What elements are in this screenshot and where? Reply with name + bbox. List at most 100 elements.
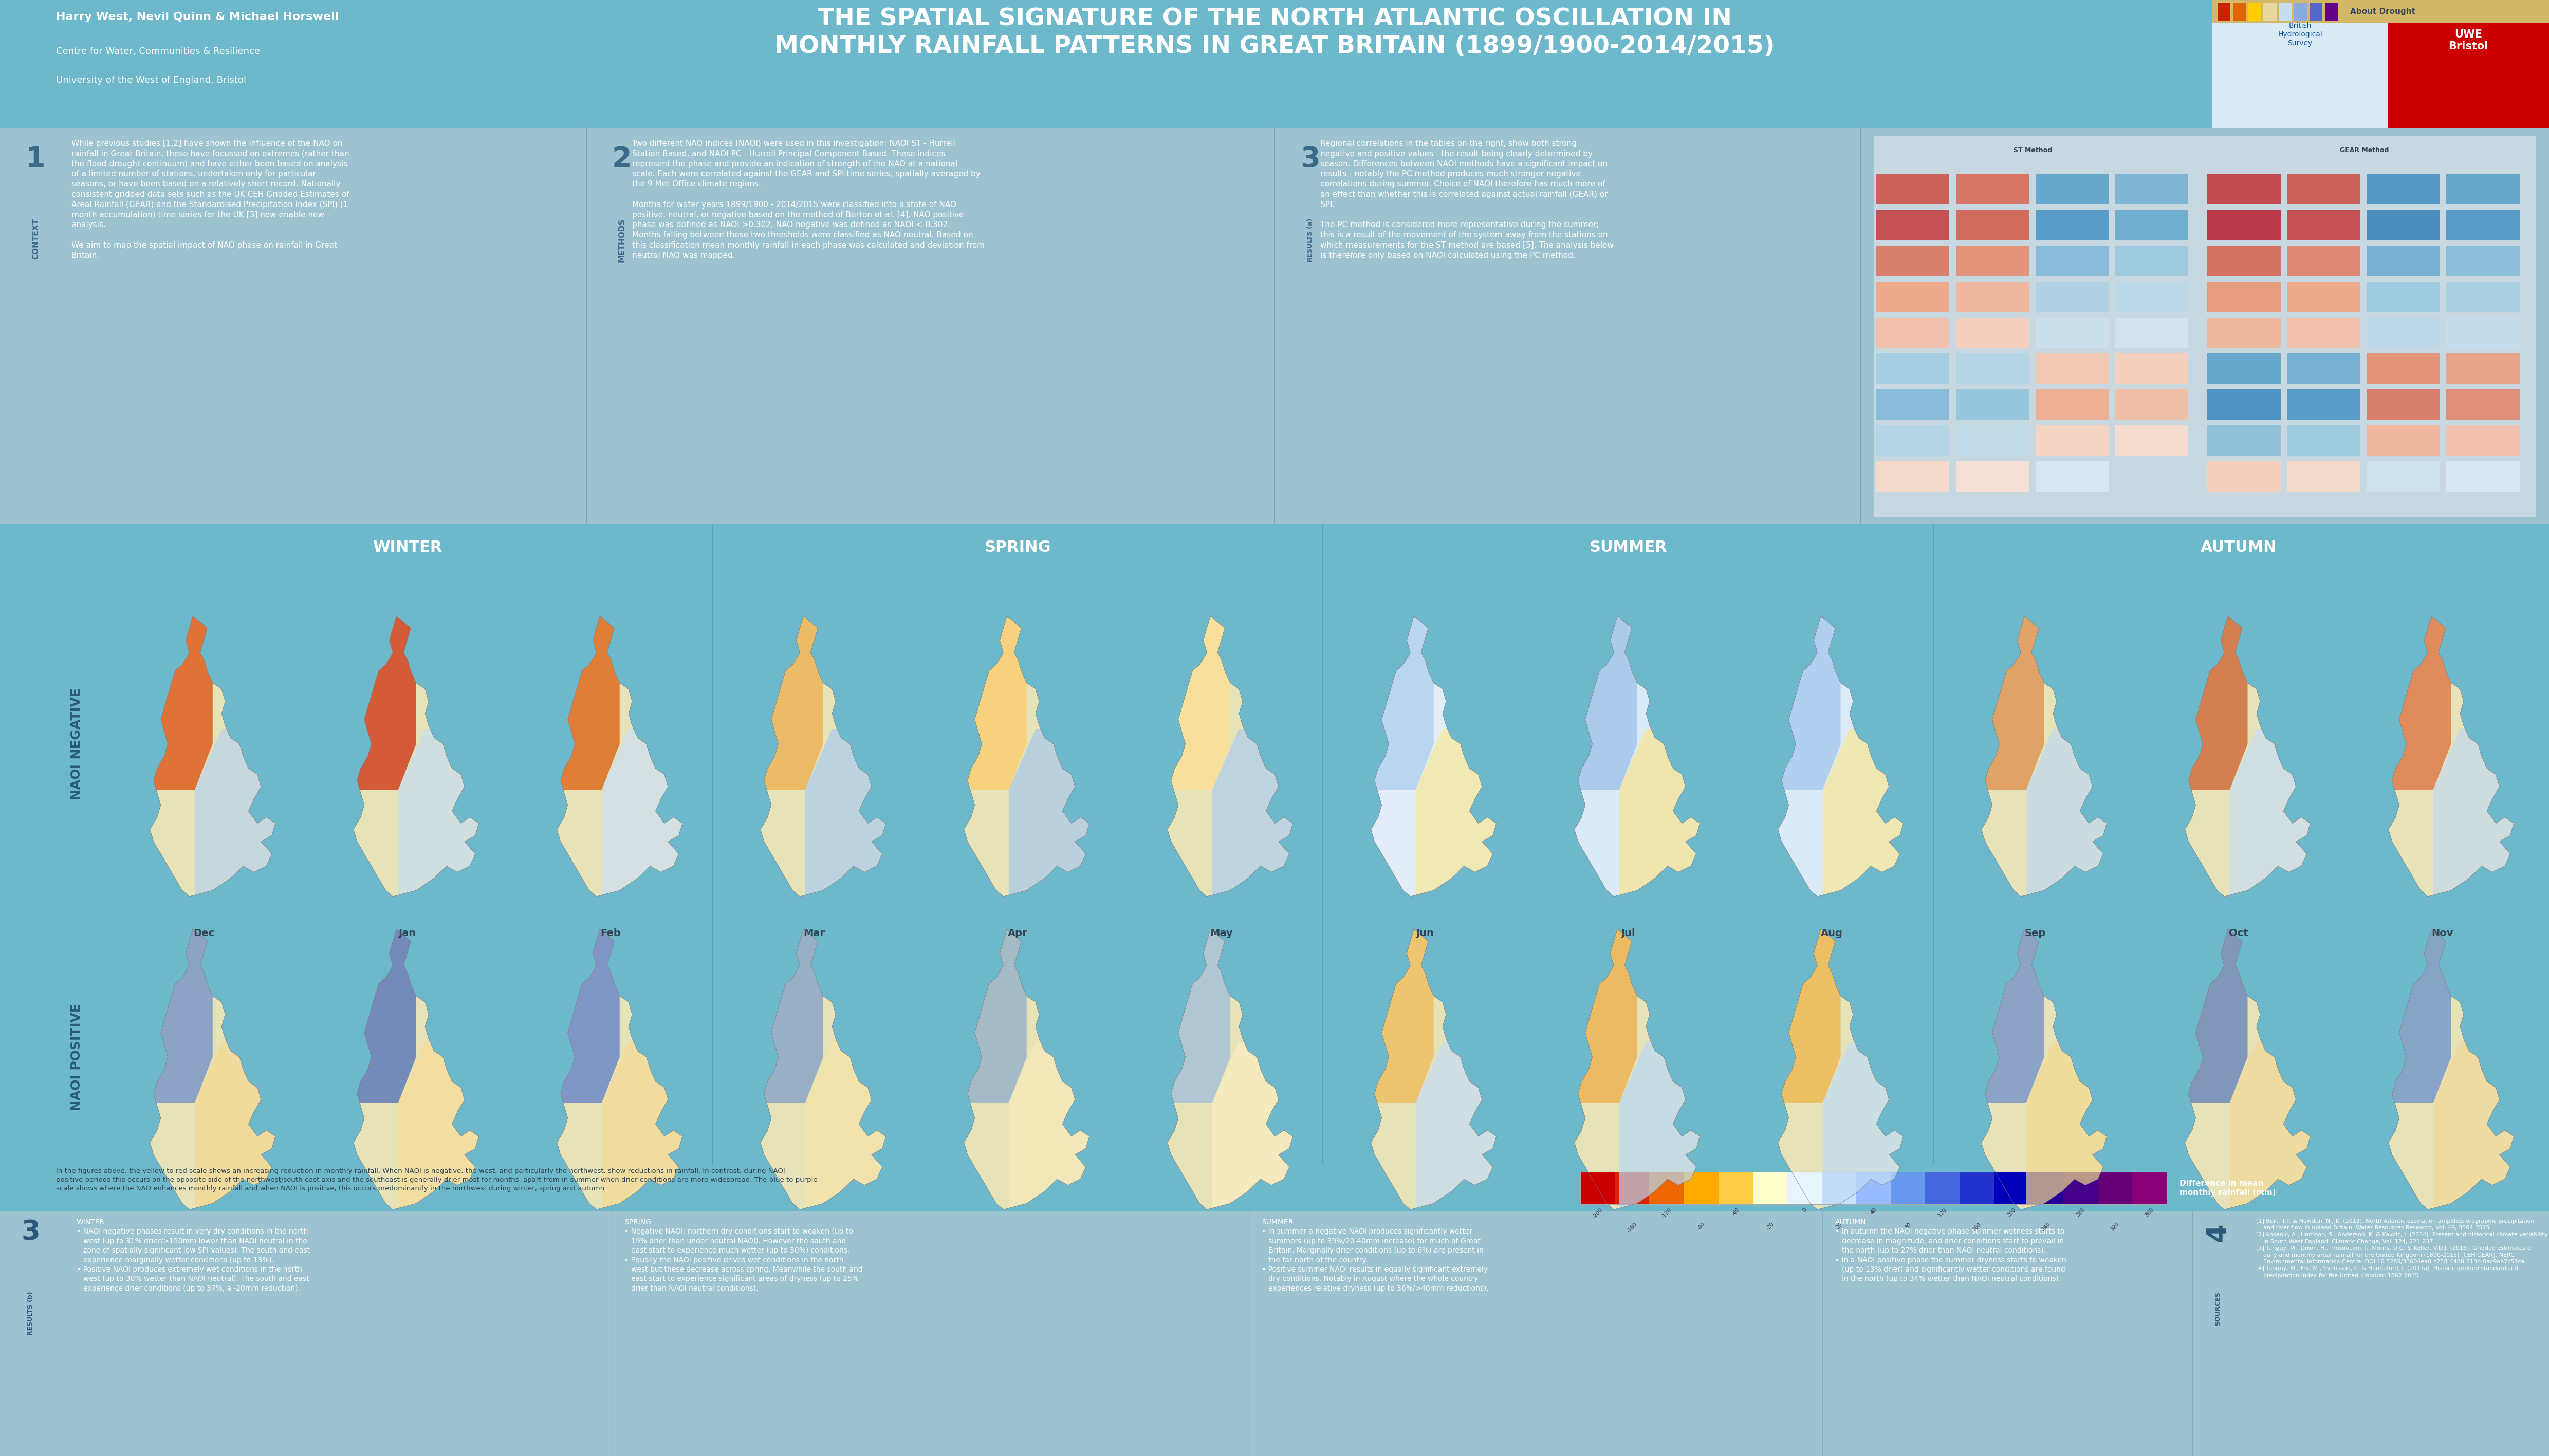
Bar <box>2098 1172 2131 1204</box>
Bar <box>2131 1172 2167 1204</box>
Bar <box>1891 1172 1924 1204</box>
Text: SUMMER
• In summer a negative NAOI produces significantly wetter
   summers (up : SUMMER • In summer a negative NAOI produ… <box>1262 1219 1489 1291</box>
Text: WINTER
• NAOI negative phases result in very dry conditions in the north
   west: WINTER • NAOI negative phases result in … <box>76 1219 311 1291</box>
Bar <box>2207 389 2281 419</box>
Polygon shape <box>115 904 212 1102</box>
Bar <box>2264 3 2276 20</box>
Polygon shape <box>1167 616 1292 897</box>
Bar <box>2365 389 2439 419</box>
Bar <box>2365 246 2439 277</box>
Bar <box>1823 1172 1856 1204</box>
Bar <box>2286 317 2360 348</box>
Polygon shape <box>724 904 823 1102</box>
Text: GEAR Method: GEAR Method <box>2340 147 2388 154</box>
Text: -20: -20 <box>1764 1222 1774 1232</box>
Bar <box>1876 462 1950 492</box>
Polygon shape <box>2388 929 2513 1210</box>
Polygon shape <box>724 591 823 789</box>
Bar <box>2034 173 2108 204</box>
Polygon shape <box>354 929 479 1210</box>
Text: Apr: Apr <box>1007 929 1027 938</box>
Polygon shape <box>194 729 293 897</box>
Bar <box>1876 317 1950 348</box>
Bar <box>1955 210 2029 240</box>
Polygon shape <box>928 904 1027 1102</box>
Bar <box>2286 462 2360 492</box>
Text: 0: 0 <box>1802 1207 1807 1213</box>
Text: -120: -120 <box>1659 1207 1672 1219</box>
Bar <box>1876 246 1950 277</box>
Text: 280: 280 <box>2075 1207 2085 1217</box>
Polygon shape <box>2353 591 2452 789</box>
Bar <box>1580 1172 1616 1204</box>
Polygon shape <box>1213 729 1310 897</box>
Text: -40: -40 <box>1731 1207 1741 1217</box>
Text: Jan: Jan <box>398 929 415 938</box>
Polygon shape <box>194 1042 293 1210</box>
Polygon shape <box>1336 904 1433 1102</box>
Bar <box>2213 23 2388 128</box>
Text: SPRING: SPRING <box>984 540 1050 555</box>
Bar <box>2447 246 2518 277</box>
Bar <box>1876 389 1950 419</box>
Bar <box>1876 354 1950 384</box>
Polygon shape <box>520 904 619 1102</box>
Bar <box>2207 354 2281 384</box>
Bar <box>2207 173 2281 204</box>
Text: While previous studies [1,2] have shown the influence of the NAO on
rainfall in : While previous studies [1,2] have shown … <box>71 140 349 259</box>
Bar <box>2286 173 2360 204</box>
Text: Aug: Aug <box>1820 929 1843 938</box>
Bar <box>2365 281 2439 312</box>
Bar <box>2286 389 2360 419</box>
Bar <box>1924 1172 1960 1204</box>
Bar <box>1580 1172 2167 1204</box>
Bar <box>1856 1172 1891 1204</box>
Polygon shape <box>1981 616 2108 897</box>
Bar <box>2116 210 2187 240</box>
Text: SUMMER: SUMMER <box>1588 540 1667 555</box>
Bar <box>2207 246 2281 277</box>
Polygon shape <box>150 616 275 897</box>
Bar <box>2116 281 2187 312</box>
Text: NAOI POSITIVE: NAOI POSITIVE <box>71 1003 82 1111</box>
Text: 360: 360 <box>2144 1207 2154 1217</box>
Text: [1] Burt, T.P. & Howden, N.J.K. (2013). North Atlantic oscillation amplifies oro: [1] Burt, T.P. & Howden, N.J.K. (2013). … <box>2256 1219 2546 1278</box>
Text: 2: 2 <box>612 146 632 173</box>
Polygon shape <box>558 616 683 897</box>
Bar <box>1955 389 2029 419</box>
Bar <box>1876 210 1950 240</box>
Bar <box>2286 425 2360 456</box>
Text: In the figures above, the yellow to red scale shows an increasing reduction in m: In the figures above, the yellow to red … <box>56 1168 818 1192</box>
Text: Difference in mean
monthly rainfall (mm): Difference in mean monthly rainfall (mm) <box>2179 1179 2276 1197</box>
Text: -80: -80 <box>1695 1222 1705 1232</box>
Text: Oct: Oct <box>2228 929 2248 938</box>
Bar <box>2034 317 2108 348</box>
Bar <box>2207 281 2281 312</box>
Bar <box>0 524 2549 571</box>
Text: AUTUMN
• In autumn the NAOI negative phase summer wetness starts to
   decrease : AUTUMN • In autumn the NAOI negative pha… <box>1835 1219 2067 1283</box>
Text: 320: 320 <box>2111 1222 2121 1232</box>
Text: 3: 3 <box>20 1219 41 1245</box>
Bar <box>2447 462 2518 492</box>
Polygon shape <box>1981 929 2108 1210</box>
Text: 160: 160 <box>1970 1222 1983 1232</box>
Bar <box>2034 210 2108 240</box>
Polygon shape <box>1823 729 1922 897</box>
Polygon shape <box>1371 929 1496 1210</box>
Bar <box>2034 462 2108 492</box>
Bar <box>2116 425 2187 456</box>
Text: Jul: Jul <box>1621 929 1636 938</box>
Polygon shape <box>2149 904 2248 1102</box>
Polygon shape <box>1619 1042 1718 1210</box>
Polygon shape <box>1213 1042 1310 1210</box>
Bar <box>1960 1172 1993 1204</box>
Polygon shape <box>1779 616 1904 897</box>
Polygon shape <box>928 591 1027 789</box>
Text: WINTER: WINTER <box>372 540 441 555</box>
Bar <box>2325 3 2337 20</box>
Text: RESULTS (b): RESULTS (b) <box>28 1291 33 1335</box>
Bar <box>2447 210 2518 240</box>
Polygon shape <box>1371 616 1496 897</box>
Polygon shape <box>1741 904 1840 1102</box>
Text: Nov: Nov <box>2432 929 2452 938</box>
